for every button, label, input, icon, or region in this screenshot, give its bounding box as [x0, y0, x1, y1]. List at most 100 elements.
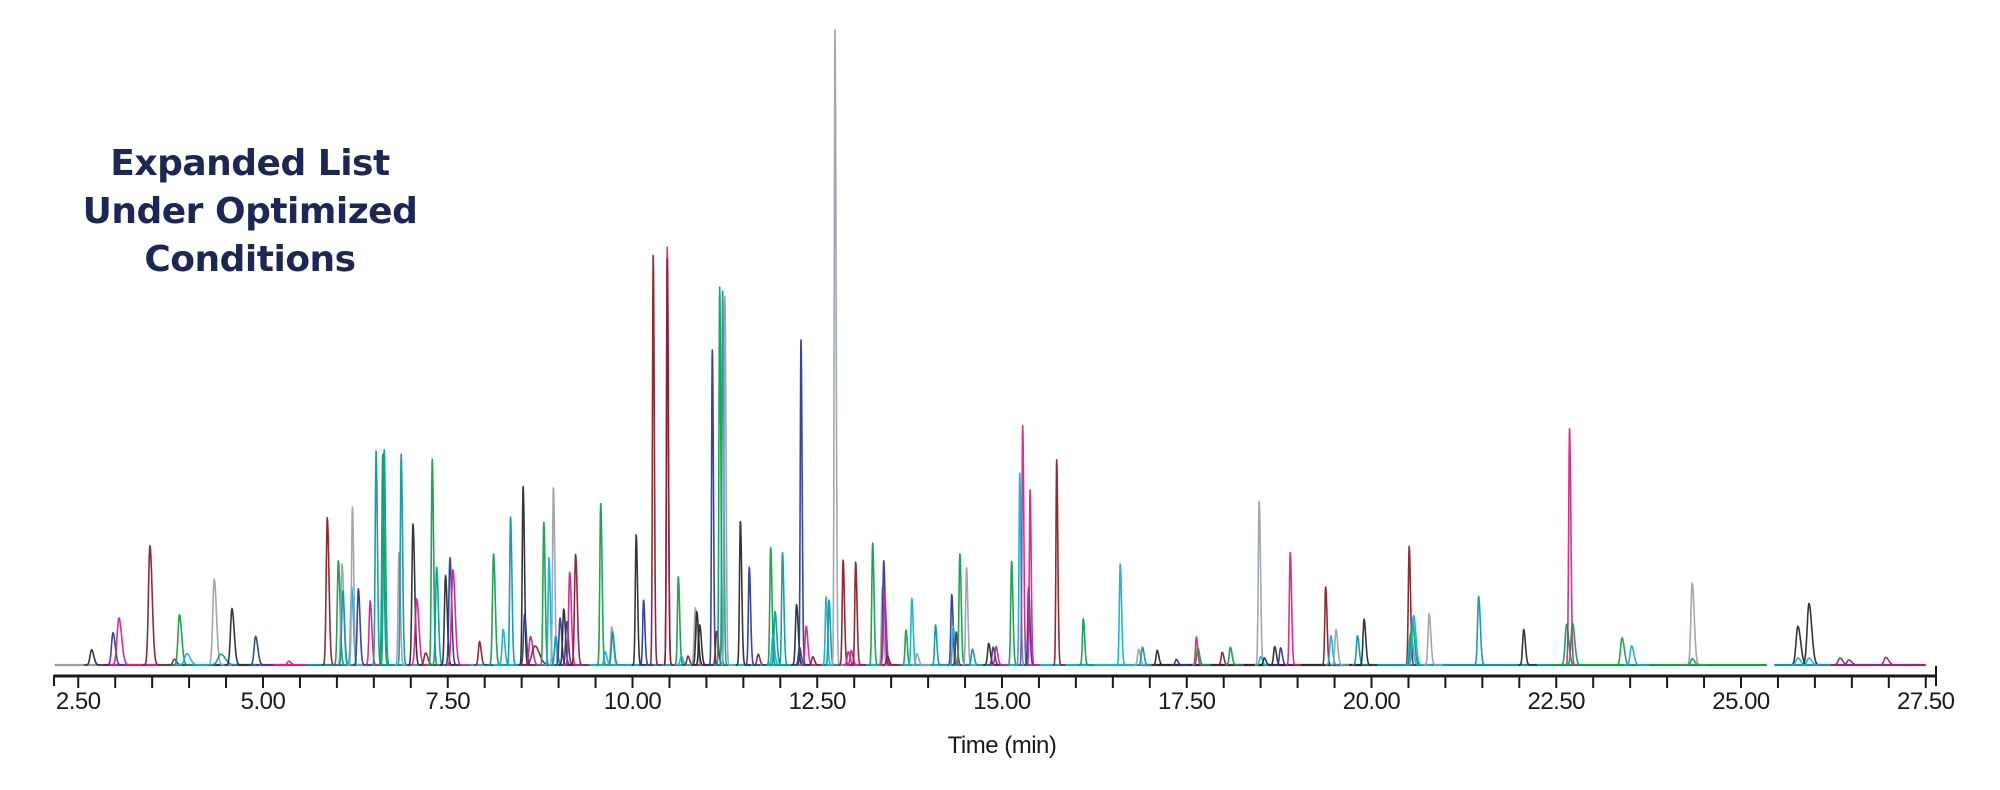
- peak-trace: [1685, 582, 1709, 666]
- peak-trace: [1115, 563, 1132, 666]
- x-axis: [53, 666, 1937, 688]
- tick-label: 27.50: [1896, 688, 1955, 715]
- peak-trace: [175, 652, 214, 666]
- peak-trace: [1799, 657, 1832, 666]
- tick-label: 12.50: [788, 688, 847, 715]
- peak-trace: [560, 621, 581, 666]
- title-line-1: Expanded List: [110, 143, 390, 184]
- peak-trace: [206, 653, 257, 666]
- peak-trace: [930, 624, 947, 666]
- peak-trace: [648, 254, 663, 666]
- tick-label: 7.50: [425, 688, 471, 715]
- peak-trace: [1564, 427, 1581, 666]
- peak-trace: [336, 589, 357, 666]
- peak-trace: [1839, 659, 1872, 666]
- peak-trace: [347, 506, 364, 666]
- peak-trace: [1191, 647, 1212, 666]
- tick-label: 25.00: [1712, 688, 1770, 715]
- peak-trace: [1684, 657, 1711, 666]
- peak-trace: [1320, 586, 1337, 666]
- tick-label: 22.50: [1527, 688, 1586, 715]
- peak-trace: [1517, 628, 1538, 666]
- peak-trace: [1216, 651, 1236, 666]
- peak-trace: [1405, 614, 1432, 666]
- peak-trace: [171, 614, 198, 666]
- peak-trace: [606, 631, 627, 666]
- peak-trace: [595, 502, 612, 666]
- peak-trace: [371, 450, 388, 666]
- peak-trace: [1788, 657, 1821, 666]
- tick-label: 5.00: [240, 688, 286, 715]
- peak-trace: [281, 660, 307, 666]
- peak-trace: [1132, 648, 1153, 666]
- peak-trace: [1423, 612, 1443, 666]
- peak-trace: [142, 544, 168, 666]
- tick-label: 10.00: [603, 688, 662, 715]
- tick-label: 17.50: [1157, 688, 1216, 715]
- peak-trace: [1258, 657, 1279, 666]
- peak-trace: [966, 648, 987, 666]
- peak-trace: [824, 599, 841, 666]
- peak-trace: [838, 559, 855, 666]
- peak-trace: [1254, 500, 1271, 666]
- peak-trace: [83, 648, 110, 666]
- peak-trace: [681, 655, 702, 666]
- peak-trace: [662, 257, 677, 666]
- peak-trace: [850, 561, 867, 666]
- peak-trace: [487, 553, 508, 666]
- peak-trace: [109, 617, 142, 666]
- peak-trace: [105, 631, 131, 666]
- peak-trace: [1472, 595, 1493, 666]
- peak-trace: [1623, 645, 1650, 666]
- peak-trace: [1018, 424, 1033, 666]
- peak-trace: [990, 645, 1010, 666]
- peak-trace: [1268, 645, 1289, 666]
- peak-trace: [735, 520, 752, 666]
- peak-trace: [1025, 488, 1040, 666]
- title-line-3: Conditions: [144, 239, 356, 280]
- peak-trace: [1052, 459, 1067, 666]
- peak-trace: [379, 448, 396, 666]
- peak-trace: [352, 587, 373, 666]
- peak-trace: [720, 295, 735, 666]
- tick-label: 15.00: [973, 688, 1031, 715]
- peak-trace: [777, 551, 794, 666]
- peak-trace: [961, 567, 978, 666]
- peak-trace: [569, 553, 590, 666]
- peak-trace: [224, 607, 250, 666]
- peak-trace: [830, 29, 845, 666]
- peak-trace: [881, 655, 902, 666]
- peak-trace: [744, 566, 761, 666]
- peak-trace: [631, 534, 648, 666]
- peak-trace: [1358, 618, 1378, 666]
- x-axis-title: Time (min): [947, 732, 1057, 759]
- peak-trace: [1170, 658, 1191, 666]
- peak-trace: [906, 597, 923, 666]
- peak-trace: [707, 349, 722, 666]
- peak-trace: [1564, 622, 1591, 666]
- peak-trace: [769, 610, 789, 666]
- title-line-2: Under Optimized: [82, 191, 418, 232]
- peak-trace: [206, 578, 233, 666]
- peak-trace: [1224, 646, 1245, 666]
- peak-trace: [1285, 551, 1302, 666]
- peak-trace: [247, 635, 274, 666]
- peak-trace: [910, 652, 931, 666]
- peak-trace: [563, 571, 584, 666]
- peak-traces: [83, 29, 1909, 666]
- peak-trace: [1151, 649, 1171, 666]
- peak-trace: [518, 613, 539, 666]
- tick-label: 2.50: [55, 688, 101, 715]
- peak-trace: [673, 575, 690, 666]
- peak-trace: [497, 628, 517, 666]
- peak-trace: [1351, 634, 1372, 666]
- peak-trace: [406, 523, 427, 666]
- peak-trace: [1006, 560, 1023, 666]
- peak-trace: [505, 516, 522, 666]
- peak-trace: [796, 339, 811, 666]
- peak-trace: [800, 625, 820, 666]
- peak-trace: [1078, 617, 1095, 666]
- peak-trace: [1329, 628, 1350, 666]
- peak-trace: [599, 650, 619, 666]
